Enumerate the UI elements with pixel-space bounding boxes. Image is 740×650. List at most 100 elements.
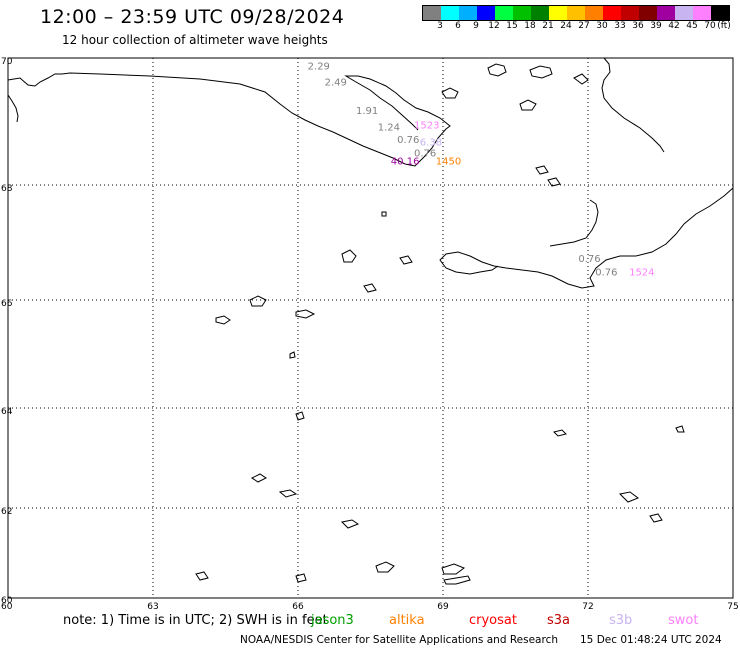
wave-height-label: 0.76 — [414, 148, 436, 159]
latitude-tick-label: 64 — [1, 407, 13, 417]
color-swatch — [531, 6, 549, 20]
color-legend-label: 45 — [686, 21, 698, 31]
satellite-legend-jason3: jason3 — [311, 613, 354, 628]
color-swatch — [549, 6, 567, 20]
note-legend: note: 1) Time is in UTC; 2) SWH is in fe… — [63, 613, 698, 628]
color-legend-label: 9 — [473, 21, 479, 31]
color-legend-label: 42 — [668, 21, 680, 31]
coastline-north — [7, 72, 451, 167]
island — [553, 429, 567, 437]
axis-labels: 60 63 66 69 72 75 70 68 66 64 62 60 — [1, 57, 739, 612]
island — [251, 473, 267, 483]
color-swatch — [675, 6, 693, 20]
island — [249, 295, 267, 307]
island — [340, 519, 360, 529]
wave-height-label: 6.38 — [420, 138, 442, 149]
footer-timestamp: 15 Dec 01:48:24 UTC 2024 — [580, 634, 722, 646]
island — [295, 411, 305, 421]
latitude-tick-label: 70 — [1, 57, 13, 67]
color-swatch — [711, 6, 729, 20]
note-text: note: 1) Time is in UTC; 2) SWH is in fe… — [63, 613, 328, 628]
satellite-legend-altika: altika — [389, 613, 425, 628]
color-swatch — [657, 6, 675, 20]
latitude-tick-label: 60 — [1, 596, 13, 606]
island — [547, 177, 561, 187]
wave-height-label: 0.76 — [397, 135, 419, 146]
latitude-tick-label: 68 — [1, 184, 13, 194]
color-swatch — [585, 6, 603, 20]
satellite-legend-s3a: s3a — [547, 613, 571, 628]
color-legend-label: 30 — [596, 21, 608, 31]
wave-height-label: 40.16 — [391, 157, 420, 168]
island — [381, 211, 387, 217]
wave-height-label: 1.91 — [356, 106, 378, 117]
color-legend-label: 70 — [704, 21, 716, 31]
longitude-tick-label: 69 — [437, 602, 449, 612]
coastline-northwest — [7, 94, 19, 123]
island — [441, 87, 459, 99]
color-swatch — [513, 6, 531, 20]
island — [675, 425, 685, 433]
color-swatch — [423, 6, 441, 20]
wave-height-label: 1.24 — [378, 122, 400, 133]
wave-height-label: 1524 — [629, 267, 654, 278]
coastline — [7, 57, 734, 585]
wave-height-label: 0.76 — [578, 254, 600, 265]
color-legend-label: 21 — [542, 21, 554, 31]
wave-height-label: 2.49 — [325, 77, 347, 88]
island — [573, 73, 589, 85]
island — [535, 165, 549, 175]
footer: NOAA/NESDIS Center for Satellite Applica… — [240, 634, 722, 646]
color-swatch — [639, 6, 657, 20]
island — [529, 65, 553, 79]
footer-credit: NOAA/NESDIS Center for Satellite Applica… — [240, 634, 558, 646]
longitude-tick-label: 66 — [292, 602, 304, 612]
color-legend-label: 24 — [560, 21, 572, 31]
color-swatch — [621, 6, 639, 20]
longitude-tick-label: 63 — [147, 602, 158, 612]
color-legend-label: 15 — [506, 21, 518, 31]
color-legend-label: 27 — [578, 21, 590, 31]
island — [375, 561, 395, 573]
color-legend-label: 39 — [650, 21, 662, 31]
island — [399, 255, 413, 265]
island — [441, 563, 466, 575]
longitude-tick-label: 72 — [582, 602, 593, 612]
satellite-legend-cryosat: cryosat — [469, 613, 517, 628]
island — [519, 99, 537, 111]
page-title: 12:00 – 23:59 UTC 09/28/2024 — [40, 6, 345, 28]
island — [278, 489, 298, 498]
island — [649, 513, 663, 523]
wave-height-label: 0.76 — [595, 267, 617, 278]
color-swatch — [567, 6, 585, 20]
longitude-tick-label: 75 — [727, 602, 738, 612]
coastline-east-lower — [439, 187, 734, 289]
color-swatch — [477, 6, 495, 20]
color-swatch — [693, 6, 711, 20]
color-swatch — [603, 6, 621, 20]
color-legend-label: (ft) — [717, 21, 731, 31]
island — [363, 283, 377, 293]
color-legend-bar — [422, 5, 730, 21]
color-legend-label: 12 — [488, 21, 500, 31]
latitude-tick-label: 62 — [1, 507, 12, 517]
graticule — [8, 58, 733, 598]
island — [215, 315, 231, 325]
color-swatch — [441, 6, 459, 20]
color-swatch — [495, 6, 513, 20]
island — [289, 351, 296, 359]
island — [443, 575, 471, 585]
latitude-tick-label: 66 — [1, 299, 13, 309]
satellite-legend-s3b: s3b — [609, 613, 633, 628]
island — [618, 491, 640, 503]
map-frame — [7, 57, 734, 599]
longitude-tick-label: 60 — [1, 602, 13, 612]
page-subtitle: 12 hour collection of altimeter wave hei… — [62, 33, 328, 47]
island — [195, 571, 209, 581]
color-legend-label: 3 — [437, 21, 443, 31]
color-legend-label: 18 — [524, 21, 536, 31]
color-legend-label: 33 — [614, 21, 626, 31]
island — [487, 63, 507, 77]
